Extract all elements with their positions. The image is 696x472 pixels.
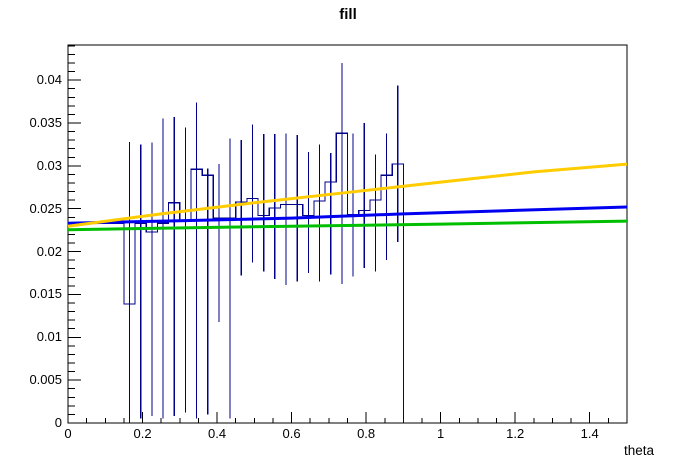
x-tick-label: 1.4 [580, 426, 599, 441]
fit-green-line [67, 219, 628, 232]
x-tick-label: 0 [64, 426, 72, 441]
y-tick-label: 0.04 [36, 72, 62, 88]
x-axis-title: theta [623, 443, 654, 458]
x-tick-label: 0.6 [282, 426, 301, 441]
fit-blue-line [67, 205, 628, 225]
y-tick-label: 0.025 [29, 200, 62, 216]
x-tick-label: 0.2 [133, 426, 152, 441]
y-tick-label: 0.02 [36, 243, 62, 259]
y-tick-label: 0.005 [29, 372, 62, 388]
y-tick-label: 0.015 [29, 286, 62, 302]
x-tick-label: 0.8 [357, 426, 376, 441]
plot-title: fill [339, 6, 357, 23]
x-tick-label: 1.2 [506, 426, 525, 441]
y-tick-label: 0 [54, 415, 62, 430]
fit-yellow-line [67, 162, 628, 228]
y-tick-label: 0.035 [29, 115, 62, 130]
y-tick-label: 0.01 [36, 329, 62, 345]
x-tick-label: 1 [437, 426, 445, 441]
y-tick-label: 0.03 [36, 157, 62, 173]
x-tick-label: 0.4 [208, 426, 227, 441]
